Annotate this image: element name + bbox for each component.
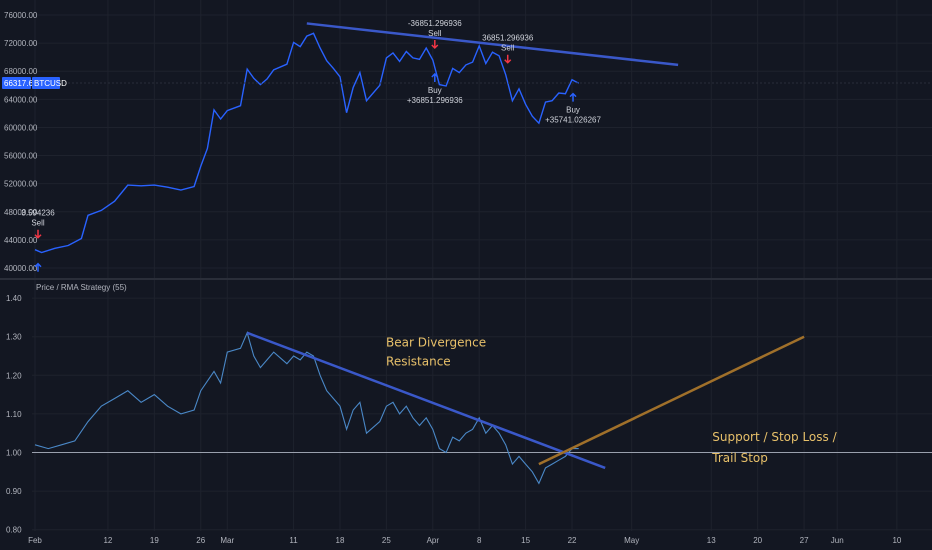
x-tick-label: 20: [753, 536, 762, 545]
price-y-tick-label: 44000.00: [4, 236, 38, 245]
time-axis[interactable]: Feb 12 19 26 Mar 11 18 25 Apr 8 15 22 May 13 20 27 Jun 10…: [28, 536, 932, 545]
x-tick-label: 13: [707, 536, 716, 545]
buy-arrow-icon[interactable]: [569, 92, 577, 102]
sell-arrow-icon[interactable]: [504, 54, 512, 64]
price-y-tick-label: 48000.00: [4, 208, 38, 217]
resistance-trendline[interactable]: [246, 331, 606, 470]
indicator-y-tick-label: 0.90: [6, 487, 22, 496]
support-trendline[interactable]: [538, 335, 805, 466]
x-tick-label: 19: [150, 536, 159, 545]
x-tick-label: 22: [568, 536, 577, 545]
x-tick-label: 15: [521, 536, 530, 545]
x-tick-label: 12: [103, 536, 112, 545]
symbol-label: BTCUSD: [34, 79, 67, 88]
sell-label: Sell: [501, 44, 515, 53]
price-line[interactable]: [34, 32, 580, 254]
last-price-badge: [2, 77, 31, 90]
x-tick-label: 18: [336, 536, 345, 545]
x-tick-label: Apr: [427, 536, 440, 545]
sell-qty-label: 3.594236: [21, 209, 55, 218]
indicator-y-tick-label: 1.10: [6, 410, 22, 419]
x-tick-label: 27: [800, 536, 809, 545]
x-tick-label: Feb: [28, 536, 42, 545]
buy-qty-label: +36851.296936: [407, 96, 463, 105]
last-price-value: 66317.69: [4, 79, 38, 88]
annotation-text: Support / Stop Loss /: [712, 430, 837, 444]
indicator-y-tick-label: 0.80: [6, 526, 22, 535]
buy-label: Buy: [566, 106, 580, 115]
sell-label: Sell: [428, 29, 442, 38]
indicator-y-tick-label: 1.20: [6, 371, 22, 380]
price-pane[interactable]: 40000.00 44000.00 48000.00 52000.00 56000.00…: [2, 11, 932, 273]
annotation-text: Trail Stop: [711, 451, 768, 465]
x-tick-label: 11: [289, 536, 298, 545]
annotation-text: Bear Divergence: [386, 335, 486, 349]
indicator-line[interactable]: [34, 331, 579, 485]
price-y-tick-label: 52000.00: [4, 180, 38, 189]
x-tick-label: 26: [196, 536, 205, 545]
price-y-tick-label: 64000.00: [4, 95, 38, 104]
sell-arrow-icon[interactable]: [431, 39, 439, 50]
indicator-y-tick-label: 1.00: [6, 449, 22, 458]
buy-qty-label: +35741.026267: [545, 116, 601, 125]
x-tick-label: May: [624, 536, 639, 545]
x-tick-label: Mar: [220, 536, 234, 545]
x-tick-label: 25: [382, 536, 391, 545]
x-tick-label: 8: [477, 536, 482, 545]
sell-label: Sell: [31, 219, 45, 228]
sell-qty-label: -36851.296936: [408, 19, 462, 28]
buy-arrow-icon[interactable]: [431, 72, 439, 82]
sell-qty-label: 36851.296936: [482, 34, 534, 43]
indicator-y-tick-label: 1.30: [6, 333, 22, 342]
price-y-tick-label: 40000.00: [4, 264, 38, 273]
indicator-pane[interactable]: Price / RMA Strategy (55) 0.80 0.90 1.00 1.…: [6, 283, 932, 535]
buy-label: Buy: [428, 86, 442, 95]
price-y-tick-label: 72000.00: [4, 39, 38, 48]
x-tick-label: 10: [892, 536, 901, 545]
symbol-badge: [32, 77, 60, 90]
price-trendline[interactable]: [306, 22, 679, 67]
sell-arrow-icon[interactable]: [34, 229, 42, 239]
indicator-y-tick-label: 1.40: [6, 294, 22, 303]
x-tick-label: Jun: [831, 536, 844, 545]
price-y-tick-label: 60000.00: [4, 123, 38, 132]
price-y-tick-label: 76000.00: [4, 11, 38, 20]
price-y-tick-label: 68000.00: [4, 67, 38, 76]
indicator-title: Price / RMA Strategy (55): [36, 283, 127, 292]
price-y-tick-label: 56000.00: [4, 152, 38, 161]
buy-arrow-icon[interactable]: [34, 262, 42, 272]
annotation-text: Resistance: [386, 355, 451, 369]
